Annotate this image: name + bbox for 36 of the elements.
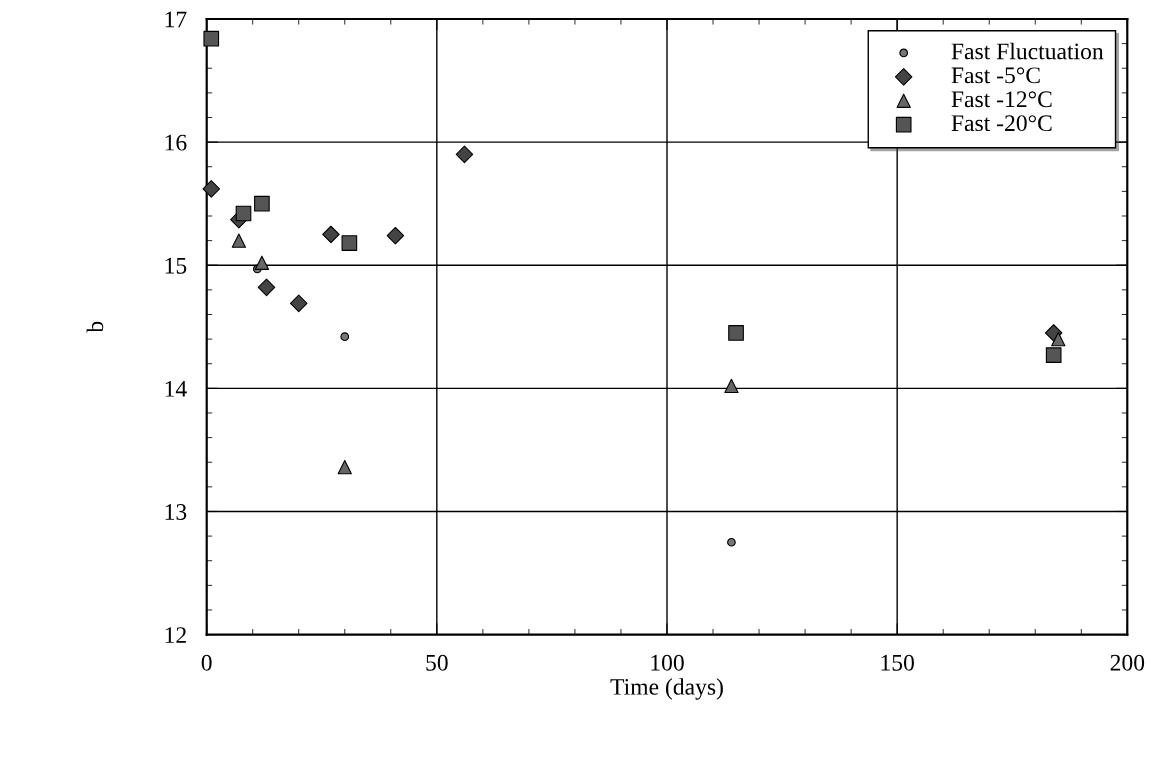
x-tick-label: 50: [426, 654, 448, 671]
y-tick-label: 17: [165, 11, 187, 28]
point: [727, 537, 736, 547]
point: [203, 30, 220, 47]
point: [257, 278, 276, 297]
point: [322, 225, 340, 244]
point: [289, 294, 308, 313]
x-tick-label: 0: [201, 654, 212, 671]
y-tick-label: 16: [165, 134, 187, 151]
point: [1051, 331, 1066, 347]
point: [724, 378, 739, 394]
legend-label: Fast -20°C: [951, 115, 1052, 132]
y-tick-label: 15: [165, 257, 187, 274]
x-tick-label: 150: [881, 654, 914, 671]
point: [386, 226, 405, 245]
y-tick-label: 12: [165, 627, 186, 643]
point: [455, 145, 474, 164]
legend-label: Fast Fluctuation: [951, 42, 1104, 60]
point: [728, 325, 744, 341]
point: [1045, 347, 1062, 363]
y-axis-title: b: [86, 321, 104, 333]
x-axis-title: Time (days): [610, 678, 723, 700]
y-tick-label: 14: [165, 380, 187, 397]
point: [341, 235, 358, 251]
point: [254, 255, 270, 270]
point: [202, 180, 221, 198]
point: [231, 233, 247, 248]
point: [337, 460, 352, 475]
point: [235, 205, 252, 222]
point: [340, 332, 350, 342]
y-tick-label: 13: [165, 504, 187, 520]
legend-label: Fast -5°C: [951, 67, 1040, 84]
x-tick-label: 100: [651, 654, 684, 671]
point: [254, 195, 270, 212]
x-tick-label: 200: [1110, 654, 1145, 671]
legend-label: Fast -12°C: [951, 91, 1052, 108]
